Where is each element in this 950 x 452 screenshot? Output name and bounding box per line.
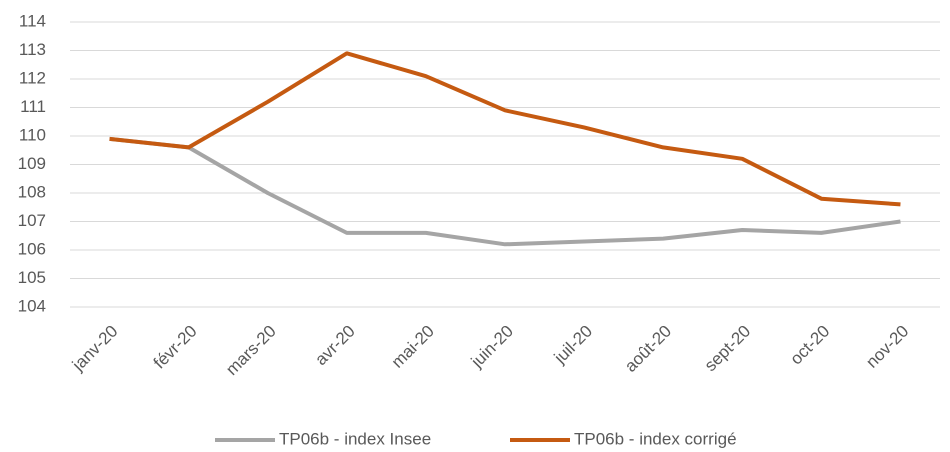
series-line (109, 51, 901, 207)
x-tick-label: mars-20 (222, 322, 280, 380)
x-tick-label: févr-20 (150, 322, 201, 373)
legend-label: TP06b - index corrigé (574, 429, 737, 448)
x-tick-label: juin-20 (467, 322, 517, 372)
x-tick-label: oct-20 (787, 322, 834, 369)
y-tick-label: 112 (19, 68, 46, 87)
y-tick-label: 111 (20, 97, 46, 116)
x-tick-label: sept-20 (701, 322, 755, 376)
y-tick-label: 107 (18, 211, 46, 230)
y-tick-label: 110 (19, 125, 46, 144)
y-tick-label: 113 (19, 40, 46, 59)
x-tick-label: avr-20 (311, 322, 359, 370)
x-tick-label: mai-20 (388, 322, 438, 372)
y-tick-label: 106 (18, 239, 46, 258)
y-tick-label: 104 (18, 296, 46, 315)
x-tick-label: juil-20 (550, 322, 596, 368)
x-tick-label: août-20 (621, 322, 675, 376)
y-tick-label: 109 (18, 154, 46, 173)
series-line (109, 136, 901, 247)
x-tick-label: nov-20 (862, 322, 912, 372)
x-tick-label: janv-20 (68, 322, 122, 376)
y-tick-label: 114 (19, 11, 46, 30)
y-tick-label: 105 (18, 268, 46, 287)
y-tick-label: 108 (18, 182, 46, 201)
legend-label: TP06b - index Insee (279, 429, 431, 448)
